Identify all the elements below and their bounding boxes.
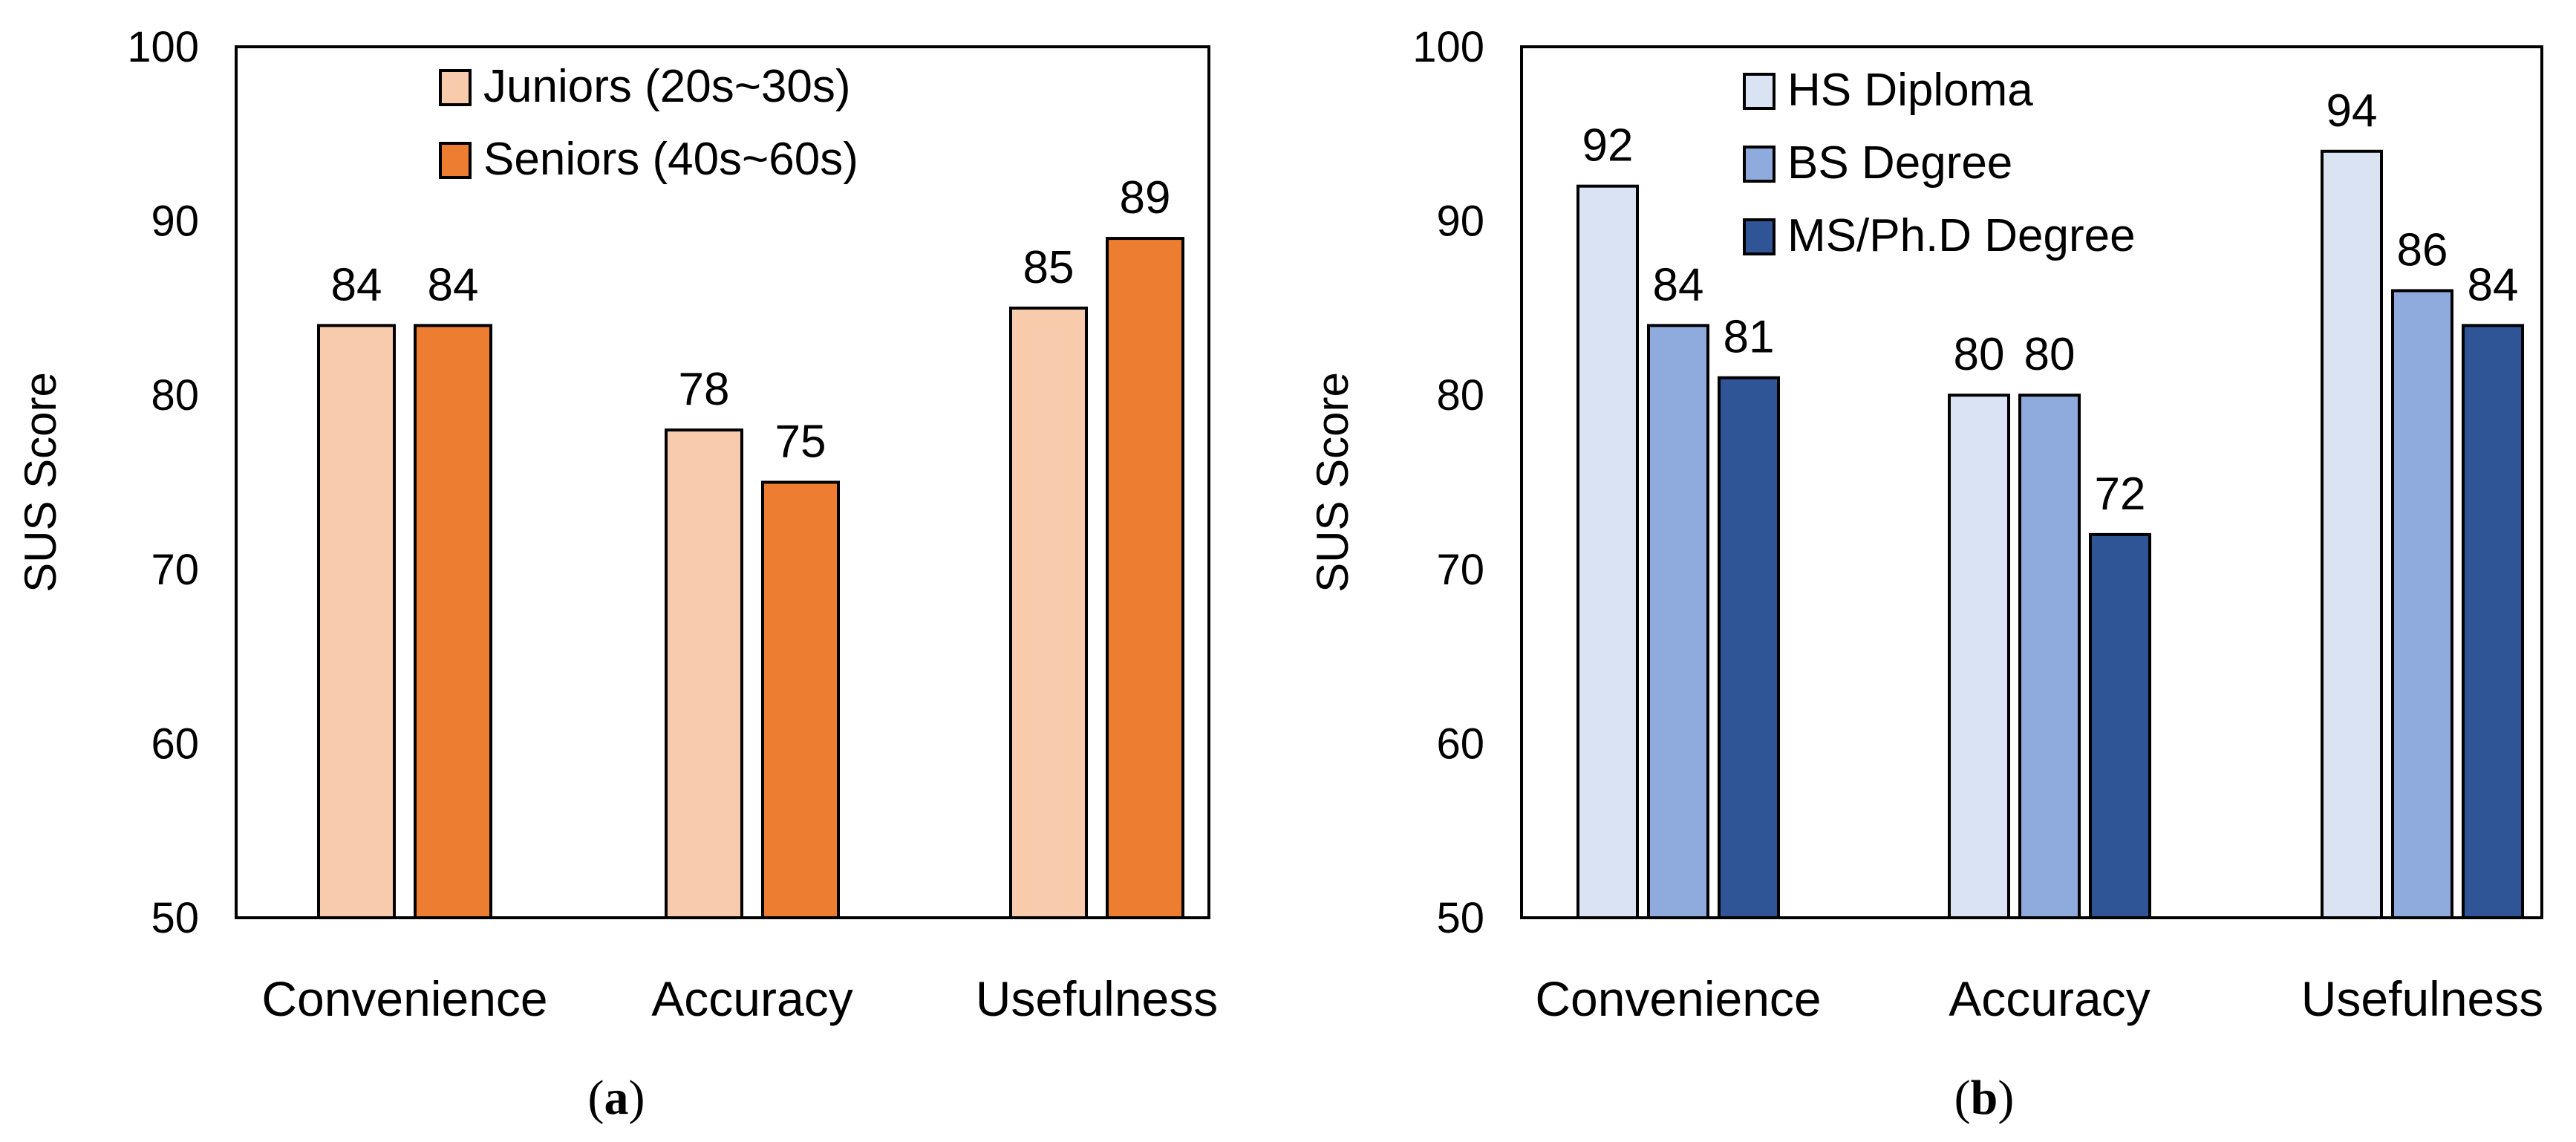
bar-accuracy-2: [2018, 394, 2081, 919]
legend-swatch: [1743, 218, 1776, 255]
data-label: 72: [2095, 469, 2146, 520]
y-tick-label: 70: [151, 546, 199, 594]
bar-accuracy-1: [665, 428, 743, 919]
plot-frame: [235, 45, 1210, 919]
bar-usefulness-1: [1009, 306, 1088, 919]
legend: Juniors (20s~30s) Seniors (40s~60s): [439, 61, 858, 185]
data-label: 84: [428, 259, 479, 310]
data-label: 75: [775, 417, 826, 468]
y-axis-label: SUS Score: [16, 372, 65, 593]
data-label: 92: [1582, 120, 1634, 172]
y-tick-label: 90: [1436, 198, 1484, 246]
legend-entry: Seniors (40s~60s): [483, 134, 858, 185]
bar-convenience-2: [1647, 324, 1709, 919]
subfigure-letter: a: [604, 1071, 629, 1125]
x-category-label: Usefulness: [2301, 971, 2544, 1026]
legend-swatch: [1743, 146, 1776, 183]
bar-accuracy-2: [761, 480, 840, 919]
subfigure-letter: b: [1971, 1071, 1998, 1125]
legend-swatch: [439, 69, 472, 106]
data-label: 86: [2397, 224, 2448, 275]
legend: HS Diploma BS Degree MS/Ph.D Degree: [1743, 65, 2136, 261]
data-label: 80: [1954, 329, 2005, 380]
bar-usefulness-3: [2462, 324, 2524, 919]
y-tick-label: 60: [1436, 720, 1484, 768]
y-tick-label: 50: [1436, 894, 1484, 942]
bar-convenience-2: [414, 324, 492, 919]
legend-swatch: [439, 142, 472, 179]
legend-entry: HS Diploma: [1787, 65, 2033, 116]
legend-entry: Juniors (20s~30s): [483, 61, 851, 112]
y-axis-label: SUS Score: [1308, 372, 1357, 593]
y-tick-label: 80: [1436, 371, 1484, 420]
data-label: 84: [2468, 259, 2519, 310]
chart-b: 50 60 70 80 90 100 SUS Score 92 84 81 Convenience 8…: [1308, 23, 2543, 1125]
data-label: 78: [679, 364, 730, 415]
plot-frame: [1520, 45, 2543, 919]
y-tick-label: 70: [1436, 546, 1484, 594]
bar-usefulness-2: [1106, 237, 1184, 919]
legend-swatch: [1743, 73, 1776, 110]
data-label: 84: [331, 259, 382, 310]
bar-usefulness-1: [2321, 149, 2383, 919]
data-label: 89: [1120, 172, 1171, 223]
x-category-label: Accuracy: [651, 971, 852, 1026]
subfigure-caption: (a): [588, 1071, 645, 1125]
bar-convenience-3: [1718, 376, 1780, 919]
bar-accuracy-3: [2089, 532, 2151, 919]
x-category-label: Usefulness: [976, 971, 1219, 1026]
legend-entry: MS/Ph.D Degree: [1787, 210, 2136, 261]
data-label: 94: [2326, 85, 2378, 137]
y-tick-label: 50: [151, 894, 199, 942]
data-label: 81: [1724, 312, 1775, 363]
data-label: 84: [1653, 259, 1704, 310]
y-tick-label: 100: [1412, 23, 1484, 71]
y-tick-label: 90: [151, 198, 199, 246]
y-tick-label: 80: [151, 371, 199, 420]
bar-convenience-1: [317, 324, 396, 919]
bar-convenience-1: [1576, 184, 1639, 919]
x-category-label: Convenience: [1535, 971, 1821, 1026]
x-category-label: Accuracy: [1949, 971, 2150, 1026]
subfigure-caption: (b): [1954, 1071, 2015, 1125]
x-category-label: Convenience: [261, 971, 547, 1026]
y-tick-label: 100: [127, 23, 199, 71]
y-tick-label: 60: [151, 720, 199, 768]
chart-a: 50 60 70 80 90 100 SUS Score 84 84 Convenience 78 7…: [16, 23, 1218, 1125]
data-label: 80: [2024, 329, 2076, 380]
legend-entry: BS Degree: [1787, 137, 2012, 189]
bar-usefulness-2: [2391, 289, 2453, 919]
data-label: 85: [1023, 242, 1075, 293]
bar-accuracy-1: [1948, 394, 2010, 919]
